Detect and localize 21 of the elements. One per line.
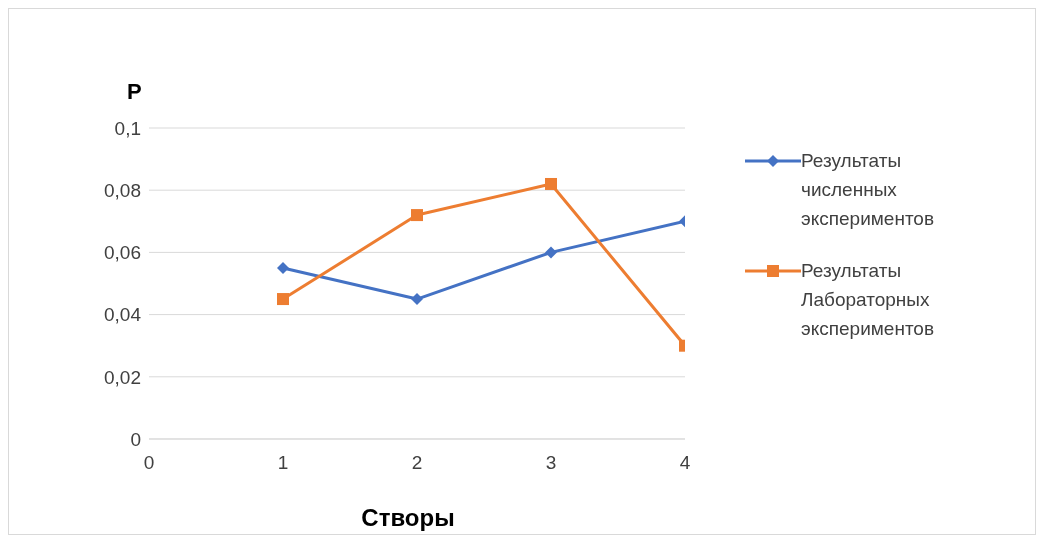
y-axis-title: P [127,79,142,105]
y-tick-label: 0,02 [104,366,141,388]
x-tick-label: 4 [678,452,692,474]
x-tick-label: 0 [142,452,156,474]
x-axis-title: Створы [360,504,456,532]
y-tick-label: 0,08 [104,179,141,201]
x-tick-label: 3 [544,452,558,474]
y-tick-label: 0,1 [114,117,141,139]
y-tick-label: 0,04 [104,304,142,326]
point [277,261,289,274]
y-tick-label: 0,06 [104,242,141,264]
point [277,293,289,306]
point [545,177,557,190]
y-tick-label: 0 [130,428,141,450]
legend-label: Результаты Лабораторных экспериментов [801,259,936,341]
legend-label: Результаты численных экспериментов [801,149,936,231]
point [411,209,423,222]
point [411,293,423,306]
x-tick-label: 1 [276,452,290,474]
x-tick-label: 2 [410,452,424,474]
point [545,246,557,259]
